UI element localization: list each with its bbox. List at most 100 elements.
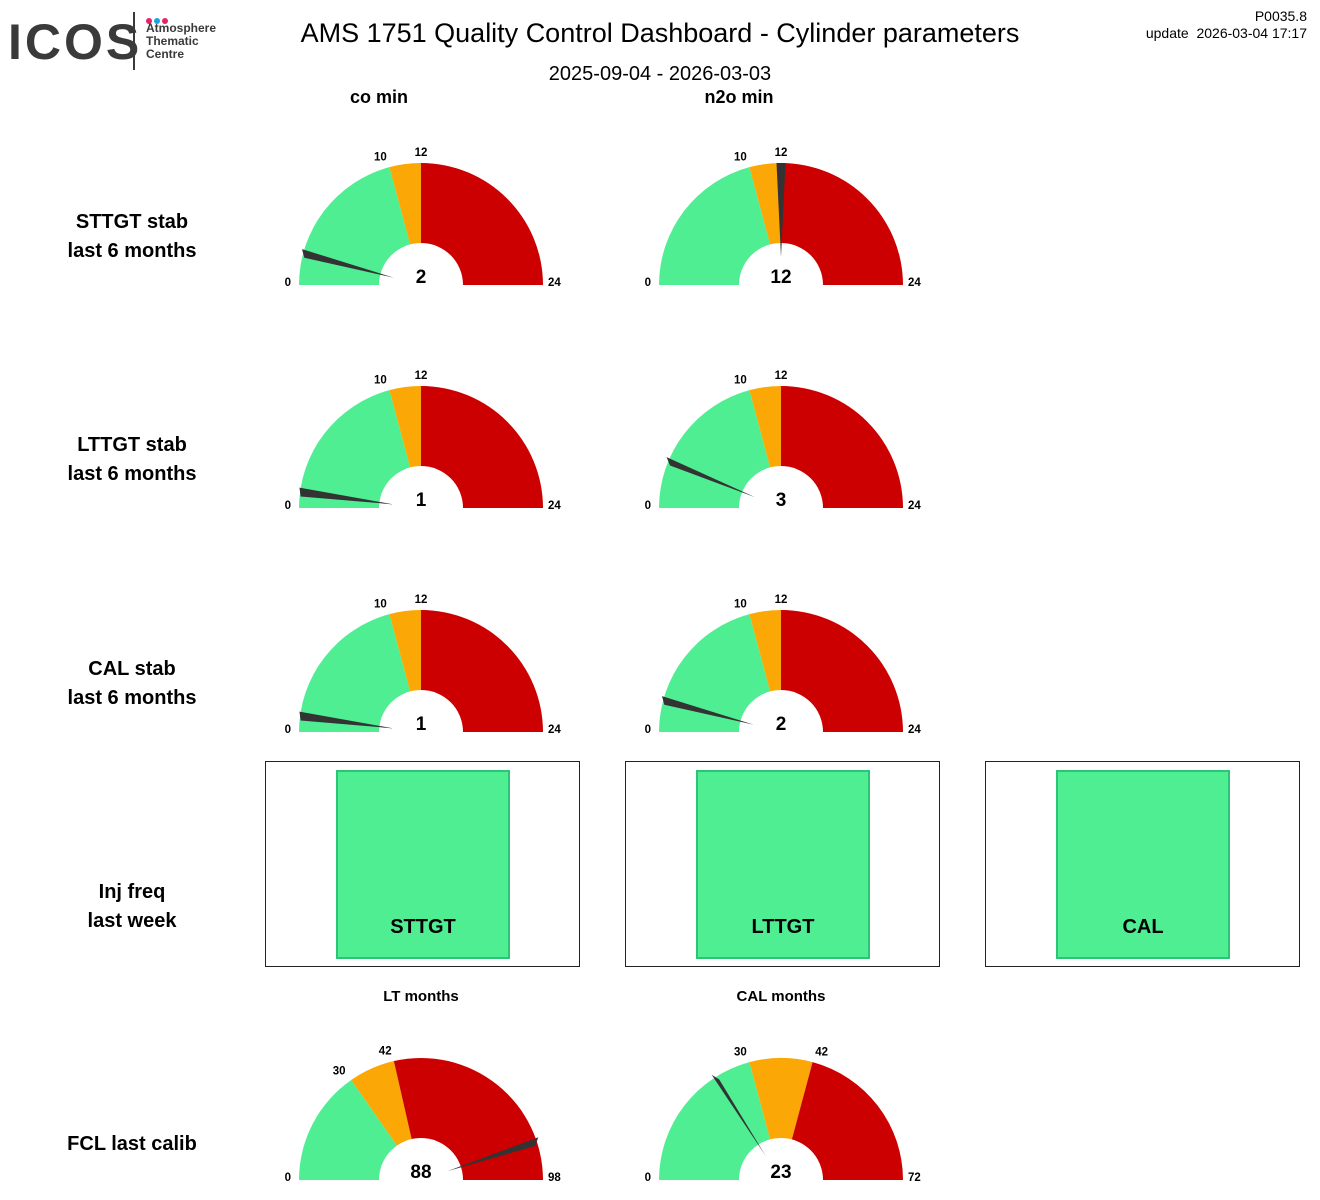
logo-dots-icon <box>146 11 176 24</box>
inj-status-fill: STTGT <box>336 770 510 959</box>
gauge-needle <box>776 163 786 257</box>
inj-label: CAL <box>1122 916 1164 938</box>
gauge-tick-max: 24 <box>548 724 561 736</box>
row-label-line: CAL stab last 6 months <box>67 658 197 709</box>
gauge-tick-max: 98 <box>548 1172 561 1184</box>
inj-freq-box-lttgt: LTTGT <box>625 761 940 967</box>
gauge-value: 1 <box>416 490 427 511</box>
gauge-zone-green <box>299 614 421 732</box>
gauge-tick-min: 0 <box>645 500 651 512</box>
gauge-zone-red <box>781 163 903 285</box>
gauge-title-cal-months: CAL months <box>736 988 826 1005</box>
inj-status-fill: CAL <box>1056 770 1230 959</box>
row-label-lttgt: LTTGT stab last 6 months <box>12 431 252 489</box>
gauge-hub <box>379 243 463 285</box>
inj-freq-box-cal: CAL <box>985 761 1300 967</box>
update-info: P0035.8 update 2026-03-04 17:17 <box>1146 8 1307 42</box>
gauge-hub <box>379 466 463 508</box>
gauge-tick-min: 0 <box>285 277 291 289</box>
logo-dot <box>162 18 168 24</box>
gauge-tick-min: 0 <box>645 724 651 736</box>
gauge-needle <box>299 487 394 505</box>
logo-sub-line: Centre <box>146 47 185 61</box>
page-title: AMS 1751 Quality Control Dashboard - Cyl… <box>300 18 1020 48</box>
gauge-tick-threshold-high: 12 <box>775 147 788 159</box>
gauge-tick-max: 72 <box>908 1172 921 1184</box>
row-label-fcl: FCL last calib <box>12 1130 252 1159</box>
gauge-tick-threshold-low: 10 <box>374 152 387 164</box>
gauge-tick-threshold-high: 42 <box>815 1047 828 1059</box>
gauge-sttgt-n2o: 0 10 12 24 12 <box>645 147 922 289</box>
row-label-line: FCL last calib <box>67 1133 197 1155</box>
gauge-tick-max: 24 <box>548 500 561 512</box>
gauge-zone-green <box>659 1062 781 1180</box>
gauge-cal-n2o: 0 10 12 24 2 <box>645 594 922 736</box>
gauge-lttgt-co: 0 10 12 24 1 <box>285 370 562 512</box>
gauge-tick-threshold-high: 12 <box>775 594 788 606</box>
gauge-tick-threshold-low: 30 <box>734 1047 747 1059</box>
logo-subtitle: Atmosphere Thematic Centre <box>146 22 216 61</box>
gauge-value: 12 <box>770 267 791 288</box>
gauge-hub <box>739 466 823 508</box>
gauge-tick-threshold-low: 10 <box>374 599 387 611</box>
gauge-zone-green <box>659 167 781 285</box>
inj-label: STTGT <box>390 916 456 938</box>
gauge-tick-threshold-high: 12 <box>775 370 788 382</box>
gauge-hub <box>739 1138 823 1180</box>
gauge-sttgt-co: 0 10 12 24 2 <box>285 147 562 289</box>
gauge-tick-min: 0 <box>285 500 291 512</box>
gauge-zone-green <box>659 390 781 508</box>
gauge-tick-min: 0 <box>645 277 651 289</box>
gauge-tick-threshold-low: 10 <box>734 599 747 611</box>
logo-dot <box>146 18 152 24</box>
gauge-hub <box>379 1138 463 1180</box>
gauge-value: 2 <box>776 714 787 735</box>
gauge-cal-co: 0 10 12 24 1 <box>285 594 562 736</box>
logo-divider <box>133 12 135 70</box>
row-label-inj: Inj freq last week <box>12 878 252 936</box>
version-code: P0035.8 <box>1254 8 1307 24</box>
gauge-fcl-lt: 0 30 42 98 88 <box>285 1045 562 1184</box>
column-header-co-min: co min <box>349 87 408 107</box>
gauge-zone-orange <box>749 1058 813 1180</box>
gauge-tick-threshold-low: 10 <box>734 375 747 387</box>
gauge-tick-threshold-high: 12 <box>415 147 428 159</box>
gauge-zone-red <box>781 610 903 732</box>
gauge-value: 3 <box>776 490 787 511</box>
update-timestamp: update 2026-03-04 17:17 <box>1145 25 1307 41</box>
column-header-n2o-min: n2o min <box>704 87 774 107</box>
gauge-tick-max: 24 <box>908 277 921 289</box>
gauge-hub <box>739 243 823 285</box>
gauge-zone-red <box>421 386 543 508</box>
row-label-line: LTTGT stab last 6 months <box>67 434 197 485</box>
inj-freq-box-sttgt: STTGT <box>265 761 580 967</box>
row-label-line: STTGT stab last 6 months <box>67 211 197 262</box>
gauge-tick-threshold-low: 10 <box>374 375 387 387</box>
gauge-fcl-cal: 0 30 42 72 23 <box>645 1047 921 1185</box>
gauge-needle <box>299 711 394 729</box>
gauge-zone-red <box>781 1062 903 1180</box>
gauge-tick-min: 0 <box>285 724 291 736</box>
inj-status-fill: LTTGT <box>696 770 870 959</box>
gauge-tick-threshold-high: 12 <box>415 594 428 606</box>
logo-dot <box>154 18 160 24</box>
gauge-tick-min: 0 <box>645 1172 651 1184</box>
row-label-sttgt: STTGT stab last 6 months <box>12 208 252 266</box>
gauge-tick-threshold-low: 30 <box>333 1066 346 1078</box>
gauge-hub <box>739 690 823 732</box>
gauge-zone-green <box>299 390 421 508</box>
gauge-tick-max: 24 <box>548 277 561 289</box>
gauge-tick-threshold-high: 42 <box>379 1045 392 1057</box>
gauge-zone-green <box>299 167 421 285</box>
gauge-zone-red <box>781 386 903 508</box>
gauge-zone-red <box>421 163 543 285</box>
gauge-value: 2 <box>416 267 427 288</box>
row-label-line: Inj freq last week <box>87 881 177 932</box>
gauge-tick-threshold-high: 12 <box>415 370 428 382</box>
gauge-tick-min: 0 <box>285 1172 291 1184</box>
logo-sub-line: Atmosphere <box>146 21 217 35</box>
inj-label: LTTGT <box>751 916 815 938</box>
gauge-zone-green <box>659 614 781 732</box>
logo-sub-line: Thematic <box>146 34 199 48</box>
date-range: 2025-09-04 - 2026-03-03 <box>548 63 772 85</box>
